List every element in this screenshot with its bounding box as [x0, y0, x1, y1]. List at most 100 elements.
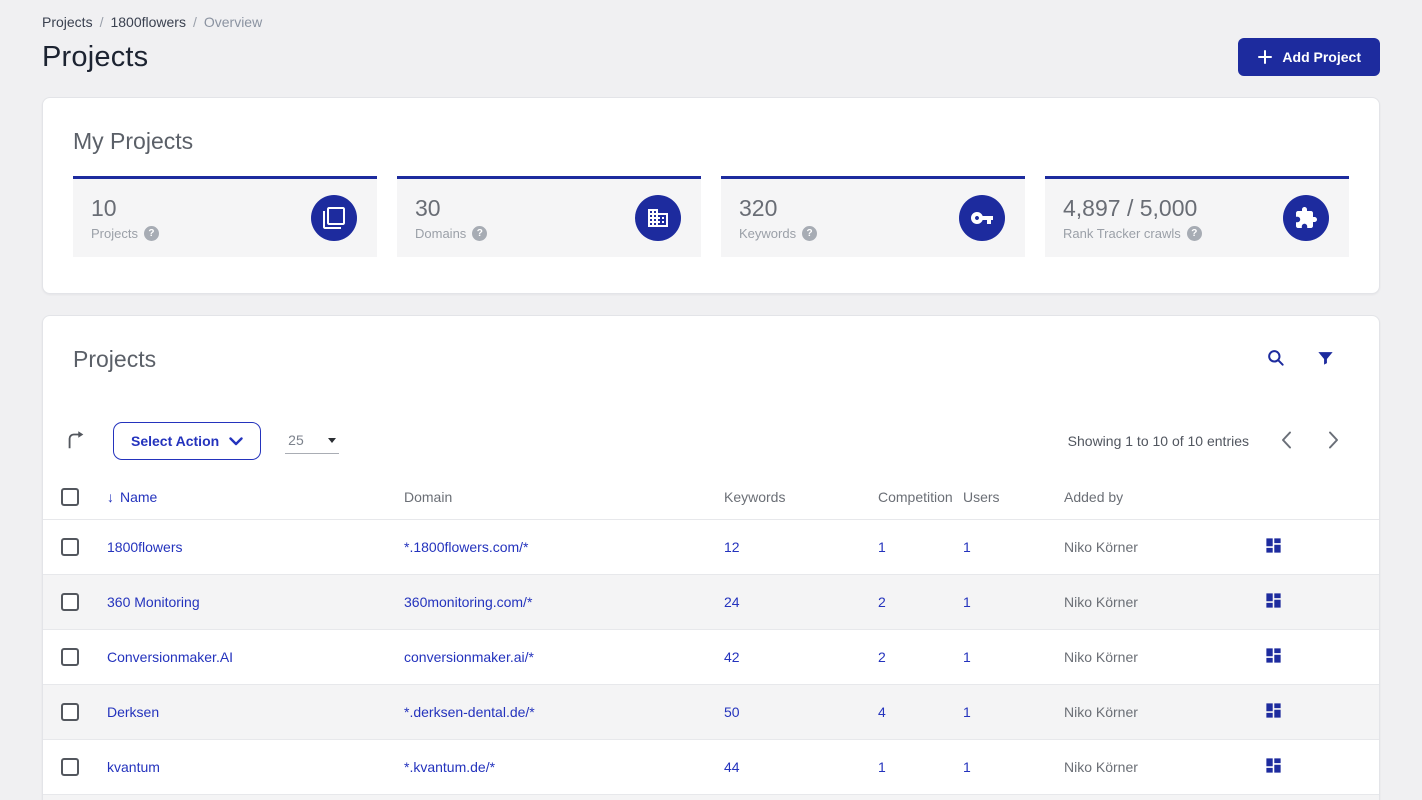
sort-descending-icon: ↓ — [107, 489, 114, 505]
help-icon[interactable] — [143, 226, 159, 241]
breadcrumb-separator: / — [99, 14, 104, 30]
share-arrow-icon[interactable] — [65, 429, 87, 454]
copy-stack-icon — [311, 195, 357, 241]
stat-domains-label: Domains — [415, 226, 467, 241]
projects-panel: Projects Select Action 25 — [42, 315, 1380, 800]
breadcrumb-separator: / — [192, 14, 197, 30]
project-name-link[interactable]: Conversionmaker.AI — [107, 649, 234, 665]
keywords-count[interactable]: 12 — [724, 539, 740, 555]
project-domain-link[interactable]: 360monitoring.com/* — [404, 594, 533, 610]
project-domain-link[interactable]: *.kvantum.de/* — [404, 759, 496, 775]
table-row: 360 Monitoring 360monitoring.com/* 24 2 … — [43, 574, 1379, 629]
select-all-checkbox[interactable] — [61, 488, 79, 506]
keywords-count[interactable]: 42 — [724, 649, 740, 665]
help-icon[interactable] — [472, 226, 488, 241]
table-row: kvantum *.kvantum.de/* 44 1 1 Niko Körne… — [43, 739, 1379, 794]
column-header-added-by[interactable]: Added by — [1064, 489, 1124, 505]
column-header-keywords[interactable]: Keywords — [724, 489, 786, 505]
chevron-right-icon[interactable] — [1328, 431, 1339, 452]
stat-keywords-value: 320 — [739, 195, 778, 221]
competition-count[interactable]: 1 — [878, 759, 886, 775]
project-name-link[interactable]: Derksen — [107, 704, 160, 720]
stat-rank-tracker-crawls: 4,897 / 5,000 Rank Tracker crawls — [1045, 176, 1349, 257]
stat-keywords-label: Keywords — [739, 226, 797, 241]
project-name-link[interactable]: 360 Monitoring — [107, 594, 200, 610]
project-name-link[interactable]: kvantum — [107, 759, 160, 775]
keywords-count[interactable]: 44 — [724, 759, 740, 775]
page-size-select[interactable]: 25 — [285, 428, 340, 454]
stat-domains-value: 30 — [415, 195, 441, 221]
breadcrumb-overview: Overview — [203, 14, 263, 30]
keywords-count[interactable]: 24 — [724, 594, 740, 610]
stat-keywords: 320 Keywords — [721, 176, 1025, 257]
project-domain-link[interactable]: *.1800flowers.com/* — [404, 539, 529, 555]
chevron-left-icon[interactable] — [1281, 431, 1292, 452]
users-count[interactable]: 1 — [963, 649, 971, 665]
search-icon[interactable] — [1266, 348, 1286, 371]
competition-count[interactable]: 2 — [878, 594, 886, 610]
row-checkbox[interactable] — [61, 648, 79, 666]
breadcrumb-1800flowers[interactable]: 1800flowers — [110, 14, 186, 30]
added-by: Niko Körner — [1064, 594, 1138, 610]
building-icon — [635, 195, 681, 241]
dashboard-icon[interactable] — [1263, 646, 1283, 668]
key-icon — [959, 195, 1005, 241]
breadcrumb-projects[interactable]: Projects — [42, 14, 93, 30]
pagination — [1281, 431, 1339, 452]
table-header-row: ↓ Name Domain Keywords Competition Users… — [43, 475, 1379, 519]
breadcrumb: Projects / 1800flowers / Overview — [42, 14, 1380, 30]
filter-icon[interactable] — [1316, 349, 1335, 371]
plus-icon — [1257, 49, 1273, 65]
page-size-value: 25 — [288, 432, 304, 448]
add-project-button[interactable]: Add Project — [1238, 38, 1380, 76]
my-projects-title: My Projects — [73, 128, 194, 154]
projects-panel-title: Projects — [73, 346, 157, 372]
help-icon[interactable] — [802, 226, 818, 241]
stat-crawls-label: Rank Tracker crawls — [1063, 226, 1181, 241]
stat-projects-value: 10 — [91, 195, 117, 221]
column-header-users[interactable]: Users — [963, 489, 1000, 505]
stat-projects-label: Projects — [91, 226, 138, 241]
column-header-competition[interactable]: Competition — [878, 489, 953, 505]
column-header-name[interactable]: ↓ Name — [107, 489, 158, 505]
users-count[interactable]: 1 — [963, 594, 971, 610]
added-by: Niko Körner — [1064, 539, 1138, 555]
dashboard-icon[interactable] — [1263, 536, 1283, 558]
select-action-dropdown[interactable]: Select Action — [113, 422, 262, 460]
projects-table: ↓ Name Domain Keywords Competition Users… — [43, 475, 1379, 800]
users-count[interactable]: 1 — [963, 704, 971, 720]
row-checkbox[interactable] — [61, 758, 79, 776]
dashboard-icon[interactable] — [1263, 756, 1283, 778]
chevron-down-icon — [229, 433, 243, 449]
project-domain-link[interactable]: *.derksen-dental.de/* — [404, 704, 535, 720]
users-count[interactable]: 1 — [963, 759, 971, 775]
stat-crawls-value: 4,897 / 5,000 — [1063, 195, 1198, 221]
users-count[interactable]: 1 — [963, 539, 971, 555]
competition-count[interactable]: 2 — [878, 649, 886, 665]
row-checkbox[interactable] — [61, 593, 79, 611]
table-toolbar: Select Action 25 Showing 1 to 10 of 10 e… — [43, 421, 1379, 461]
row-checkbox[interactable] — [61, 703, 79, 721]
table-body: 1800flowers *.1800flowers.com/* 12 1 1 N… — [43, 519, 1379, 800]
page-header: Projects Add Project — [42, 38, 1380, 76]
project-domain-link[interactable]: conversionmaker.ai/* — [404, 649, 534, 665]
project-name-link[interactable]: 1800flowers — [107, 539, 183, 555]
added-by: Niko Körner — [1064, 704, 1138, 720]
select-action-label: Select Action — [131, 433, 220, 449]
dashboard-icon[interactable] — [1263, 591, 1283, 613]
keywords-count[interactable]: 50 — [724, 704, 740, 720]
dashboard-icon[interactable] — [1263, 701, 1283, 723]
column-header-domain[interactable]: Domain — [404, 489, 453, 505]
add-project-label: Add Project — [1282, 49, 1361, 65]
table-row: Derksen *.derksen-dental.de/* 50 4 1 Nik… — [43, 684, 1379, 739]
stat-projects: 10 Projects — [73, 176, 377, 257]
table-row: 1800flowers *.1800flowers.com/* 12 1 1 N… — [43, 519, 1379, 574]
help-icon[interactable] — [1186, 226, 1202, 241]
puzzle-icon — [1283, 195, 1329, 241]
table-row: Conversionmaker.AI conversionmaker.ai/* … — [43, 629, 1379, 684]
competition-count[interactable]: 1 — [878, 539, 886, 555]
my-projects-card: My Projects 10 Projects 30 — [42, 97, 1380, 294]
row-checkbox[interactable] — [61, 538, 79, 556]
competition-count[interactable]: 4 — [878, 704, 886, 720]
